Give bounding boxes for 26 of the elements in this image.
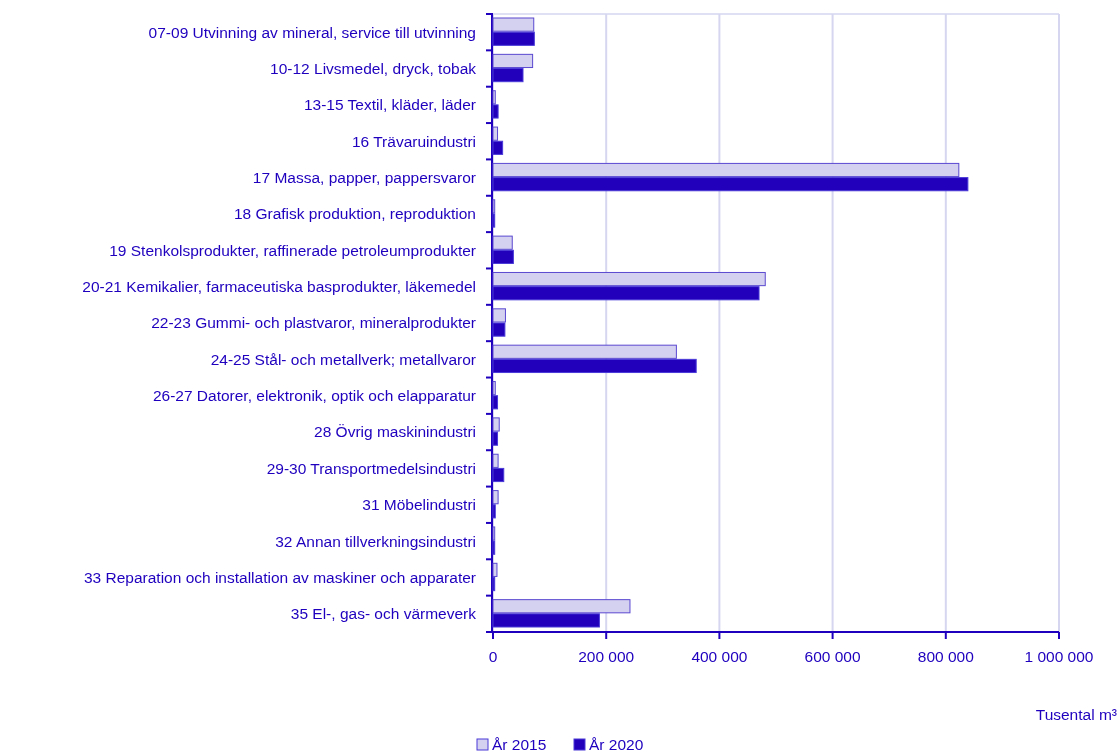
x-tick-label: 400 000: [691, 648, 748, 665]
legend-label: År 2015: [492, 736, 547, 753]
x-tick-label: 200 000: [578, 648, 635, 665]
x-tick-label: 600 000: [804, 648, 861, 665]
y-tick-label: 32 Annan tillverkningsindustri: [275, 532, 476, 550]
x-tick-label: 800 000: [917, 648, 975, 665]
y-tick-label: 28 Övrig maskinindustri: [314, 423, 476, 441]
y-tick-label: 29-30 Transportmedelsindustri: [266, 459, 476, 477]
x-axis-title: Tusental m³: [1035, 706, 1117, 723]
y-tick-label: 22-23 Gummi- och plastvaror, mineralprodukter: [151, 314, 476, 332]
y-tick-label: 18 Grafisk produktion, reproduktion: [233, 205, 476, 223]
y-tick-label: 26-27 Datorer, elektronik, optik och elapparatur: [152, 387, 476, 405]
y-tick-label: 35 El-, gas- och värmeverk: [290, 605, 477, 623]
x-tick-label: 0: [488, 648, 498, 665]
y-tick-label: 10-12 Livsmedel, dryck, tobak: [270, 59, 477, 77]
y-tick-label: 17 Massa, papper, pappersvaror: [252, 169, 476, 187]
y-tick-label: 33 Reparation och installation av maskiner och apparater: [83, 568, 476, 586]
y-tick-label: 07-09 Utvinning av mineral, service till utvinning: [148, 23, 476, 41]
legend-label: År 2020: [589, 736, 644, 753]
y-tick-label: 16 Trävaruindustri: [351, 132, 476, 150]
y-tick-label: 13-15 Textil, kläder, läder: [303, 96, 476, 114]
y-tick-label: 24-25 Stål- och metallverk; metallvaror: [210, 350, 476, 368]
y-tick-label: 20-21 Kemikalier, farmaceutiska basprodukter, läkemedel: [82, 278, 476, 296]
x-tick-label: 1 000 000: [1024, 648, 1094, 665]
y-tick-label: 31 Möbelindustri: [362, 496, 476, 514]
y-tick-label: 19 Stenkolsprodukter, raffinerade petroleumprodukter: [109, 241, 476, 259]
